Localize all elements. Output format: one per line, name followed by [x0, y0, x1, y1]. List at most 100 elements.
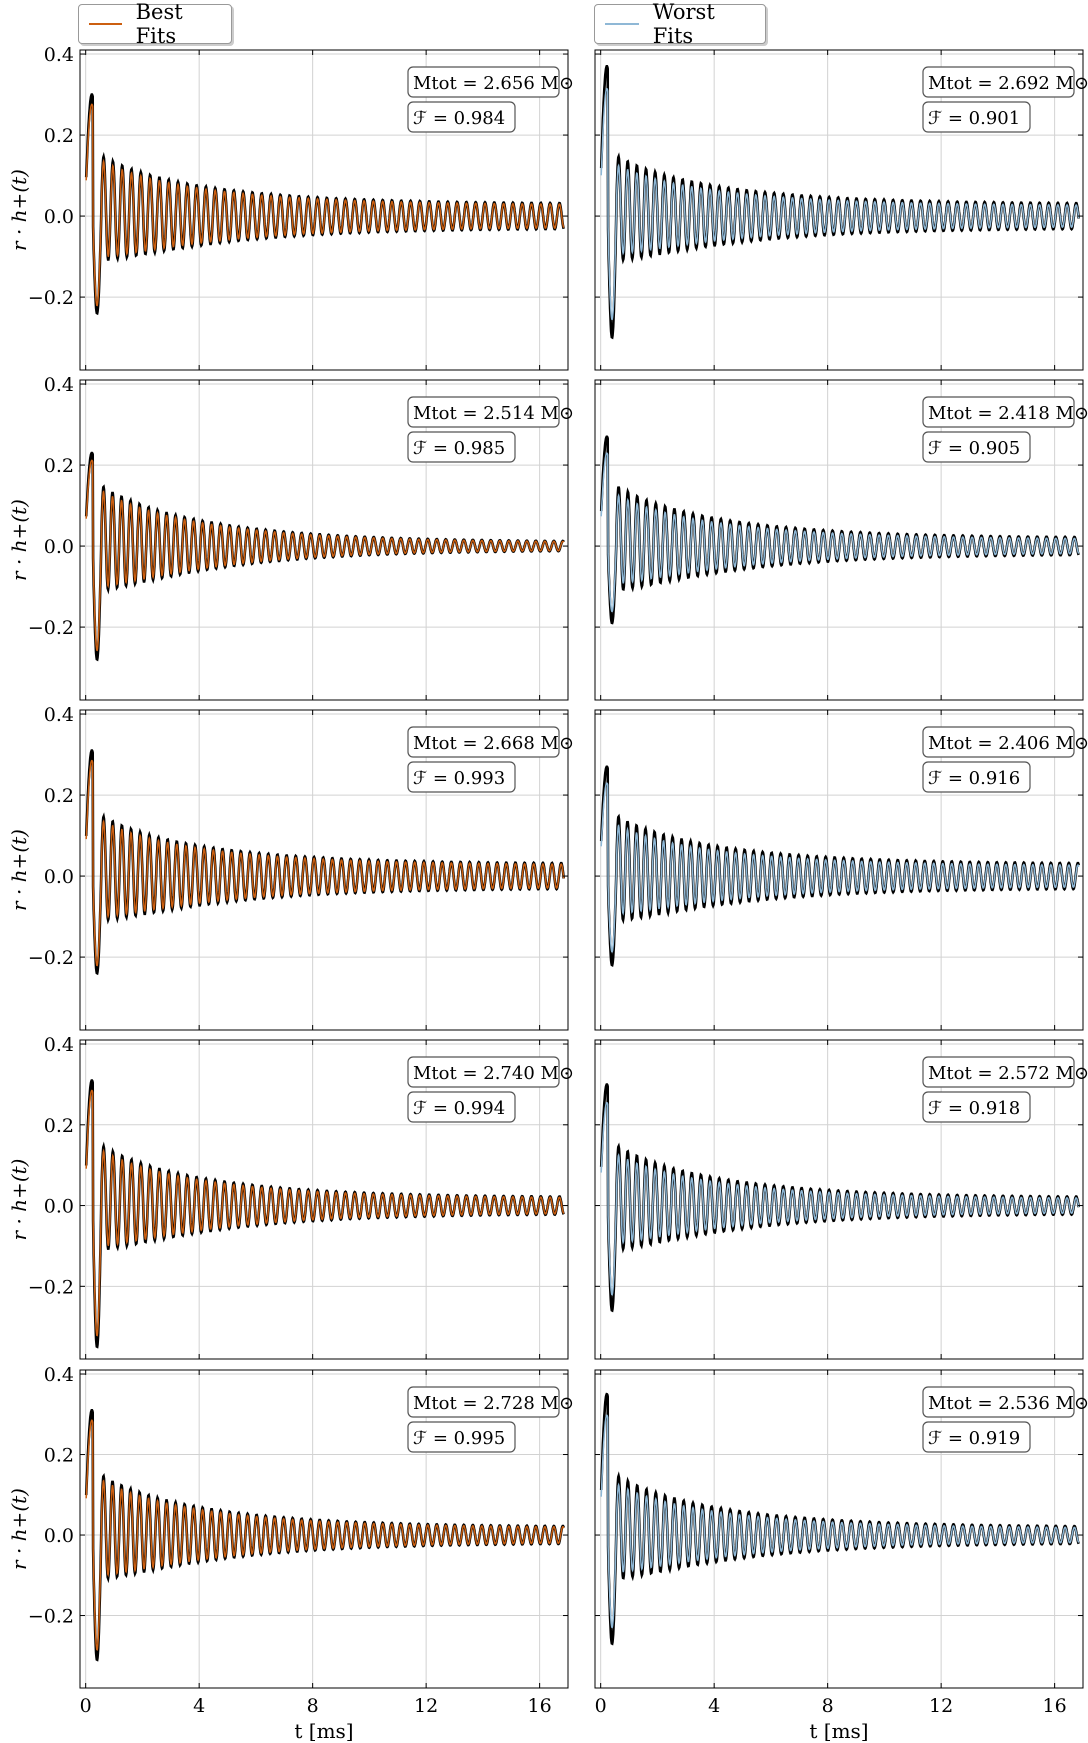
y-tick-label: 0.2: [44, 455, 74, 477]
worst-fit-waveform: [600, 452, 1080, 613]
x-tick-label: 4: [193, 1695, 205, 1717]
axes-frame: [594, 1039, 1084, 1360]
y-tick-label: 0.0: [44, 206, 74, 228]
mass-annotation-box: [922, 1386, 1075, 1418]
worst-fit-waveform: [600, 1414, 1080, 1629]
y-axis-label: r · h+(t): [7, 1159, 31, 1241]
panel-r2-best: 0.4 0.2 0.0 −0.2 r · h+(t) Mtot = 2.514 M⊙ ℱ =…: [7, 374, 574, 701]
legend-worst-swatch: [605, 23, 639, 25]
axes-frame: [79, 1039, 569, 1360]
axes-frame: [594, 1369, 1084, 1689]
y-tick-label: 0.0: [44, 536, 74, 558]
y-tick-label: 0.4: [44, 44, 74, 66]
mass-annotation-box: [922, 396, 1075, 428]
mass-annotation: Mtot = 2.692 M⊙: [928, 73, 1088, 94]
worst-fit-waveform: [600, 782, 1080, 953]
y-tick-label: −0.2: [28, 1276, 74, 1298]
x-tick-label: 8: [822, 1695, 834, 1717]
mass-annotation-box: [407, 726, 560, 758]
mass-annotation: Mtot = 2.668 M⊙: [413, 733, 574, 754]
y-tick-label: −0.2: [28, 947, 74, 969]
worst-fit-waveform: [600, 1101, 1080, 1296]
legend-worst-fits: Worst Fits: [594, 0, 766, 48]
mass-annotation-box: [407, 396, 560, 428]
mass-annotation-box: [922, 1056, 1075, 1088]
mass-annotation-box: [922, 726, 1075, 758]
panel-r1-best: 0.4 0.2 0.0 −0.2 r · h+(t) Mtot = 2.656 M⊙ ℱ =…: [7, 44, 574, 371]
y-axis-label: r · h+(t): [7, 499, 31, 581]
fitting-factor-annotation: ℱ = 0.994: [413, 1098, 505, 1119]
y-tick-label: 0.0: [44, 1525, 74, 1547]
fitting-factor-annotation: ℱ = 0.985: [413, 438, 505, 459]
fitting-factor-box: [407, 1421, 516, 1453]
fitting-factor-annotation: ℱ = 0.993: [413, 768, 505, 789]
best-fit-waveform: [85, 1089, 565, 1337]
best-fit-waveform: [85, 759, 565, 967]
y-tick-label: 0.2: [44, 785, 74, 807]
panel-r5-best: 0.4 0.2 0.0 −0.2 r · h+(t) 0 4 8 12 16 t [ms] Mtot …: [7, 1364, 574, 1743]
best-fit-waveform: [85, 103, 565, 307]
x-tick-label: 8: [307, 1695, 319, 1717]
panel-r4-best: 0.4 0.2 0.0 −0.2 r · h+(t) Mtot = 2.740 M⊙ ℱ =…: [7, 1034, 574, 1360]
mass-annotation: Mtot = 2.572 M⊙: [928, 1063, 1088, 1084]
x-tick-label: 0: [595, 1695, 607, 1717]
y-tick-label: 0.4: [44, 1364, 74, 1386]
panel-r2-worst: Mtot = 2.418 M⊙ ℱ = 0.905: [594, 379, 1088, 701]
x-axis-label: t [ms]: [294, 1719, 353, 1743]
axes-frame: [79, 379, 569, 701]
panel-r1-worst: Mtot = 2.692 M⊙ ℱ = 0.901: [594, 49, 1088, 371]
y-tick-label: 0.2: [44, 1115, 74, 1137]
mass-annotation-box: [407, 1386, 560, 1418]
legend-worst-label: Worst Fits: [652, 0, 715, 48]
y-tick-label: 0.4: [44, 1034, 74, 1056]
worst-fit-waveform: [600, 88, 1080, 321]
mass-annotation: Mtot = 2.406 M⊙: [928, 733, 1088, 754]
axes-frame: [79, 49, 569, 371]
fitting-factor-box: [922, 101, 1031, 133]
x-tick-label: 4: [708, 1695, 720, 1717]
mass-annotation: Mtot = 2.656 M⊙: [413, 73, 574, 94]
fitting-factor-box: [407, 761, 516, 793]
y-tick-label: −0.2: [28, 617, 74, 639]
axes-frame: [594, 379, 1084, 701]
x-tick-label: 0: [80, 1695, 92, 1717]
mass-annotation: Mtot = 2.418 M⊙: [928, 403, 1088, 424]
x-tick-label: 16: [528, 1695, 552, 1717]
axes-frame: [594, 49, 1084, 371]
axes-frame: [79, 1369, 569, 1689]
best-fit-waveform: [85, 459, 565, 652]
y-tick-label: 0.4: [44, 374, 74, 396]
mass-annotation: Mtot = 2.536 M⊙: [928, 1393, 1088, 1414]
y-tick-label: 0.2: [44, 1445, 74, 1467]
legend-best-swatch: [89, 23, 122, 25]
axes-frame: [594, 709, 1084, 1031]
y-tick-label: −0.2: [28, 287, 74, 309]
panel-r3-best: 0.4 0.2 0.0 −0.2 r · h+(t) Mtot = 2.668 M⊙ ℱ =…: [7, 704, 574, 1031]
axes-frame: [79, 709, 569, 1031]
fitting-factor-annotation: ℱ = 0.916: [928, 768, 1020, 789]
panel-r4-worst: Mtot = 2.572 M⊙ ℱ = 0.918: [594, 1039, 1088, 1360]
fitting-factor-annotation: ℱ = 0.984: [413, 108, 505, 129]
y-axis-label: r · h+(t): [7, 169, 31, 251]
fitting-factor-annotation: ℱ = 0.905: [928, 438, 1020, 459]
legend-best-fits: Best Fits: [78, 0, 232, 48]
mass-annotation-box: [407, 1056, 560, 1088]
y-tick-label: −0.2: [28, 1606, 74, 1628]
x-tick-label: 12: [929, 1695, 953, 1717]
panel-r5-worst: 0 4 8 12 16 t [ms] Mtot = 2.536 M⊙ ℱ = 0.919: [594, 1369, 1088, 1743]
fitting-factor-annotation: ℱ = 0.919: [928, 1428, 1020, 1449]
y-tick-label: 0.2: [44, 125, 74, 147]
y-tick-label: 0.4: [44, 704, 74, 726]
y-tick-label: 0.0: [44, 866, 74, 888]
mass-annotation: Mtot = 2.740 M⊙: [413, 1063, 574, 1084]
x-axis-label: t [ms]: [809, 1719, 868, 1743]
mass-annotation: Mtot = 2.728 M⊙: [413, 1393, 574, 1414]
fitting-factor-box: [922, 1421, 1031, 1453]
mass-annotation: Mtot = 2.514 M⊙: [413, 403, 574, 424]
fitting-factor-annotation: ℱ = 0.995: [413, 1428, 505, 1449]
x-tick-label: 12: [414, 1695, 438, 1717]
y-axis-label: r · h+(t): [7, 829, 31, 911]
fitting-factor-box: [922, 1091, 1031, 1123]
x-tick-label: 16: [1043, 1695, 1067, 1717]
